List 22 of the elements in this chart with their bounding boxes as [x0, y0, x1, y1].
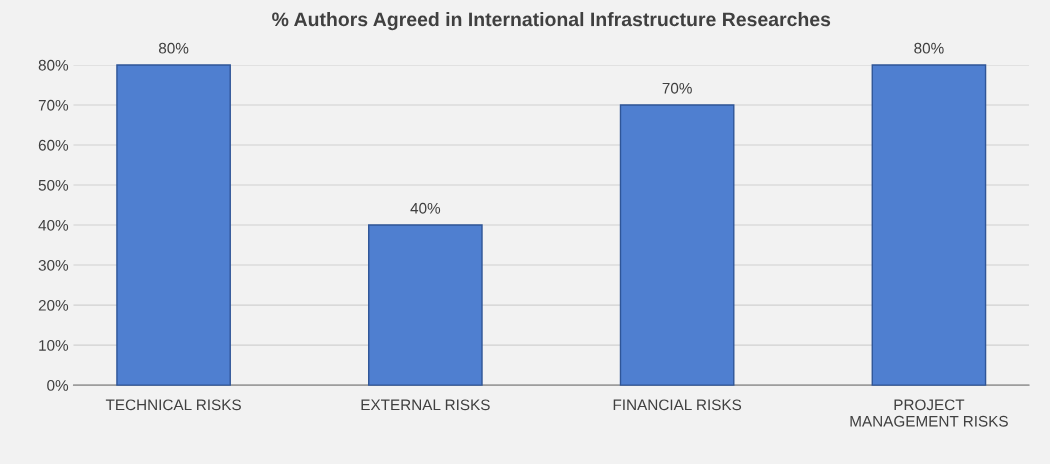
bar — [619, 104, 735, 386]
y-tick-label: 0% — [47, 379, 69, 391]
y-tick-label: 50% — [38, 179, 69, 191]
y-tick-label: 60% — [38, 139, 69, 151]
x-tick-label: PROJECT MANAGEMENT RISKS — [850, 399, 1008, 427]
x-tick-label: FINANCIAL RISKS — [613, 399, 742, 411]
data-label: 40% — [410, 202, 441, 214]
bar — [871, 64, 987, 386]
y-tick-label: 80% — [38, 59, 69, 71]
y-tick-label: 10% — [39, 339, 69, 351]
y-tick-label: 30% — [38, 259, 69, 271]
x-tick-label: TECHNICAL RISKS — [105, 399, 241, 411]
y-tick-label: 70% — [38, 99, 69, 111]
chart-title: % Authors Agreed in International Infrastructure Researches — [272, 11, 831, 31]
y-tick-label: 20% — [38, 299, 69, 311]
x-tick-label: EXTERNAL RISKS — [361, 399, 490, 411]
bar — [116, 64, 231, 386]
data-label: 80% — [914, 42, 944, 54]
y-tick-label: 40% — [38, 219, 69, 231]
data-label: 70% — [662, 82, 692, 94]
bar — [368, 224, 483, 386]
data-label: 80% — [158, 42, 189, 54]
